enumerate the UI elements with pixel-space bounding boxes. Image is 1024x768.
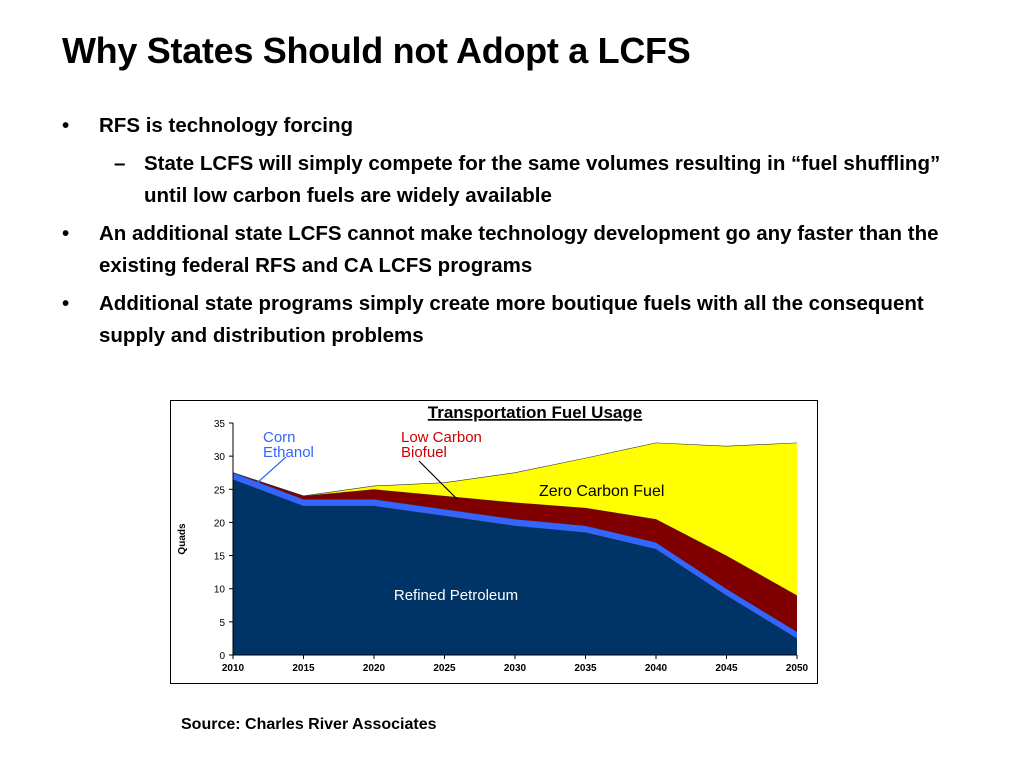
bullet-text: RFS is technology forcing	[99, 114, 353, 137]
slide-title: Why States Should not Adopt a LCFS	[62, 30, 691, 71]
x-tick-label: 2045	[715, 663, 738, 674]
y-tick-label: 25	[214, 485, 226, 496]
bullet-marker: •	[62, 292, 70, 315]
y-tick-label: 5	[219, 618, 225, 629]
x-tick-label: 2040	[645, 663, 668, 674]
chart-annotation: Refined Petroleum	[394, 587, 518, 604]
area-edge-zero-carbon-fuel	[232, 442, 798, 497]
chart-annotation: Biofuel	[401, 444, 447, 461]
y-tick-label: 10	[214, 585, 226, 596]
bullet-marker: •	[62, 114, 70, 137]
y-tick-label: 35	[214, 419, 226, 430]
bullet-item: • Additional state programs simply creat…	[62, 288, 982, 352]
fuel-usage-chart: 0 5 10 15 20 25 30 35 2010 2015 2020 2025 2030 2035 20…	[170, 400, 818, 684]
bullet-text: An additional state LCFS cannot make tec…	[99, 222, 939, 277]
bullet-list: • RFS is technology forcing – State LCFS…	[62, 110, 982, 358]
bullet-text: Additional state programs simply create …	[99, 292, 924, 347]
biofuel-arrow	[418, 460, 458, 500]
sub-bullet-marker: –	[114, 152, 126, 175]
y-axis-label: Quads	[177, 523, 188, 555]
y-tick-label: 20	[214, 518, 226, 529]
x-tick-label: 2015	[292, 663, 315, 674]
chart-title: Transportation Fuel Usage	[428, 403, 642, 422]
bullet-item: • An additional state LCFS cannot make t…	[62, 218, 982, 282]
source-note: Source: Charles River Associates	[181, 716, 437, 733]
chart-annotation: Corn	[263, 429, 296, 446]
bullet-item: • RFS is technology forcing	[62, 110, 982, 142]
x-tick-label: 2025	[433, 663, 456, 674]
x-tick-label: 2050	[786, 663, 809, 674]
area-refined-petroleum	[233, 479, 797, 655]
bullet-marker: •	[62, 222, 70, 245]
y-tick-label: 15	[214, 552, 226, 563]
chart-annotation: Zero Carbon Fuel	[539, 483, 664, 500]
area-zero-carbon-fuel	[233, 442, 797, 596]
corn-ethanol-arrow	[256, 456, 287, 484]
chart-annotation: Low Carbon	[401, 429, 482, 446]
sub-bullet-text: State LCFS will simply compete for the s…	[144, 152, 941, 207]
y-tick-label: 0	[219, 651, 225, 662]
chart-annotation: Ethanol	[263, 444, 314, 461]
x-tick-label: 2020	[363, 663, 386, 674]
area-low-carbon-biofuel	[233, 472, 797, 632]
x-tick-label: 2010	[222, 663, 245, 674]
sub-bullet-item: – State LCFS will simply compete for the…	[62, 148, 982, 212]
x-tick-label: 2035	[574, 663, 597, 674]
x-tick-label: 2030	[504, 663, 527, 674]
y-tick-label: 30	[214, 452, 226, 463]
